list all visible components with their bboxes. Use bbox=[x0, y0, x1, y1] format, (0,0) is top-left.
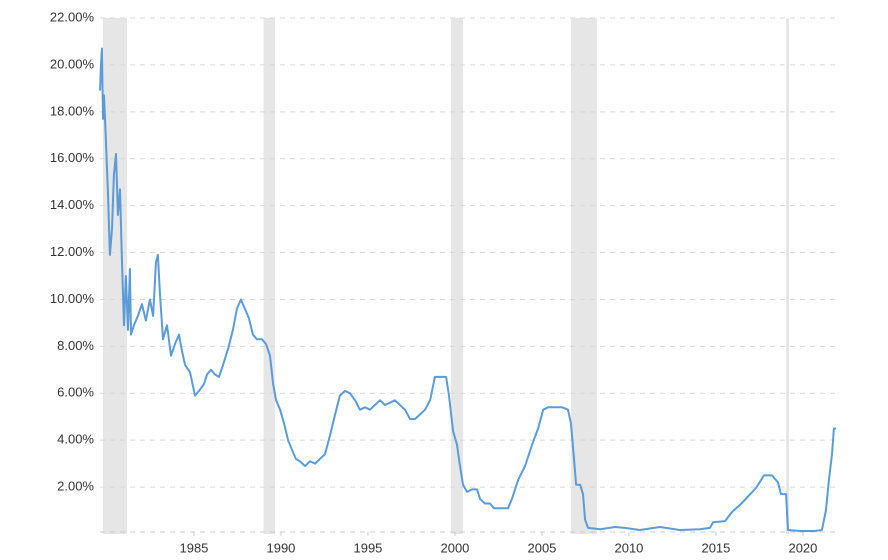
x-tick-label: 2005 bbox=[527, 540, 556, 555]
y-tick-label: 2.00% bbox=[57, 479, 94, 494]
y-tick-label: 10.00% bbox=[50, 291, 95, 306]
recession-band bbox=[450, 18, 463, 534]
x-tick-label: 2010 bbox=[614, 540, 643, 555]
x-tick-label: 2015 bbox=[701, 540, 730, 555]
rate-line bbox=[99, 47, 836, 532]
x-tick-label: 1995 bbox=[353, 540, 382, 555]
y-tick-label: 6.00% bbox=[57, 385, 94, 400]
y-tick-label: 12.00% bbox=[50, 244, 95, 259]
recession-band bbox=[263, 18, 276, 534]
recession-band bbox=[571, 18, 597, 534]
recession-band bbox=[786, 18, 790, 534]
x-tick-label: 1990 bbox=[266, 540, 295, 555]
y-tick-label: 14.00% bbox=[50, 197, 95, 212]
x-tick-label: 2020 bbox=[788, 540, 817, 555]
y-tick-label: 18.00% bbox=[50, 103, 95, 118]
y-tick-label: 20.00% bbox=[50, 56, 95, 71]
y-tick-label: 22.00% bbox=[50, 9, 95, 24]
x-tick-label: 1985 bbox=[179, 540, 208, 555]
y-tick-label: 4.00% bbox=[57, 432, 94, 447]
y-tick-label: 8.00% bbox=[57, 338, 94, 353]
x-tick-label: 2000 bbox=[440, 540, 469, 555]
y-tick-label: 16.00% bbox=[50, 150, 95, 165]
